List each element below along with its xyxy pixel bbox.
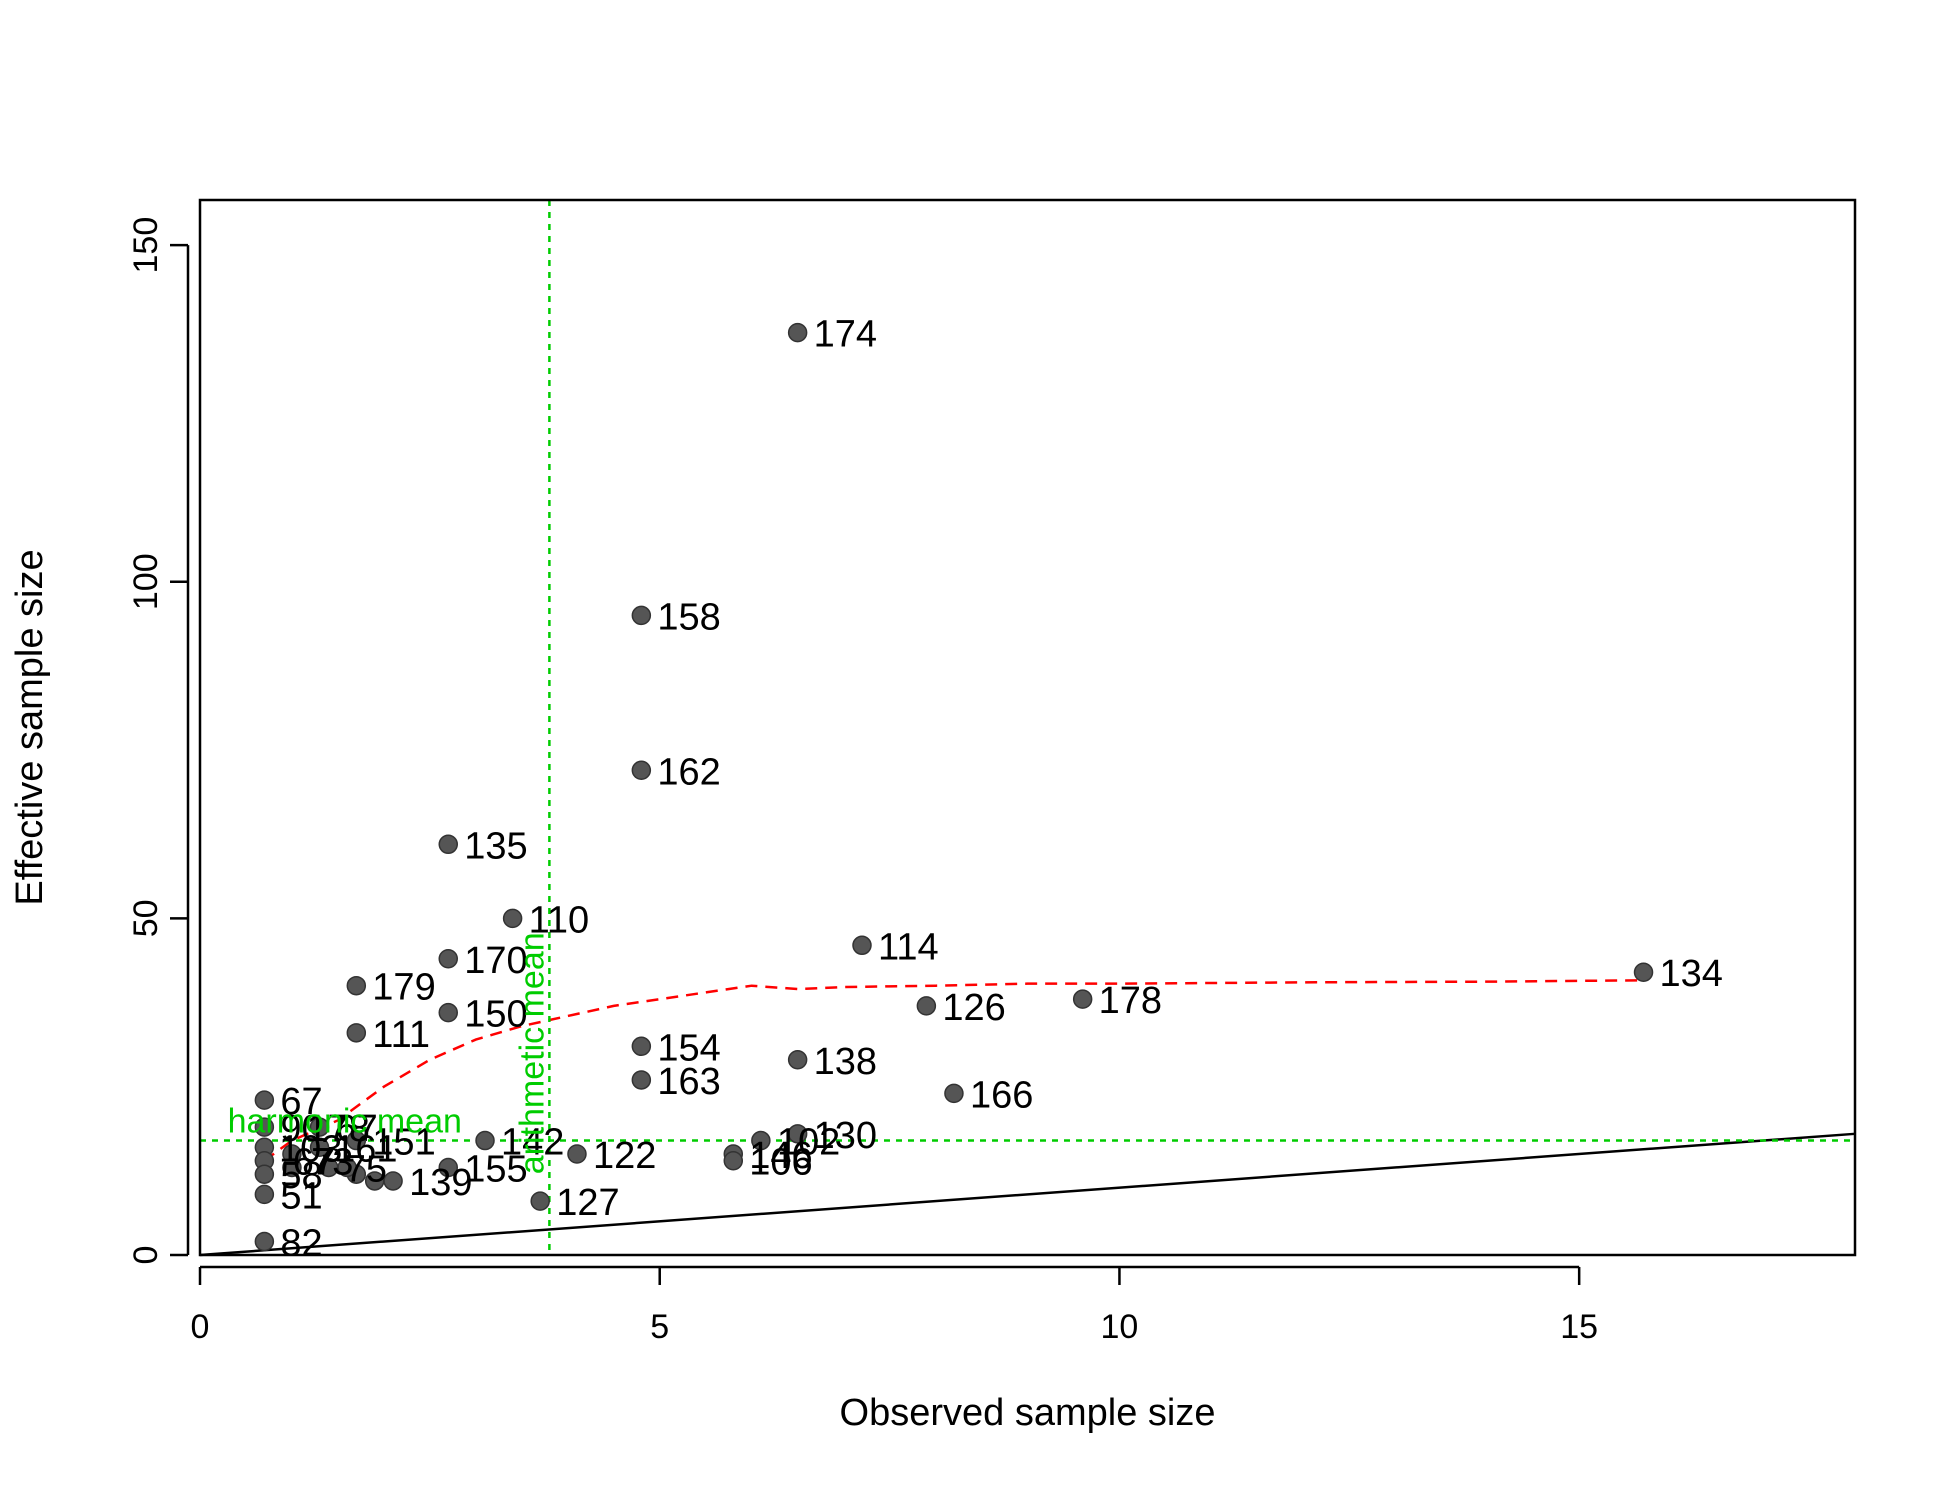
smooth-line bbox=[263, 979, 1644, 1162]
x-tick-label: 0 bbox=[191, 1308, 210, 1346]
scatter-point bbox=[438, 949, 458, 969]
point-label: 67 bbox=[280, 1081, 322, 1123]
point-label: 134 bbox=[1660, 953, 1723, 995]
scatter-point bbox=[916, 996, 937, 1016]
point-label: 138 bbox=[814, 1041, 877, 1083]
point-label: 139 bbox=[409, 1162, 472, 1204]
point-label: 166 bbox=[970, 1074, 1033, 1116]
scatter-point bbox=[309, 1117, 330, 1137]
scatter-point bbox=[309, 1137, 330, 1158]
scatter-point bbox=[438, 1157, 458, 1178]
scatter-point bbox=[852, 935, 872, 956]
scatter-point bbox=[530, 1191, 550, 1211]
point-label: 163 bbox=[657, 1061, 720, 1103]
point-label: 114 bbox=[878, 926, 939, 968]
scatter-point bbox=[723, 1150, 744, 1171]
identity-line bbox=[199, 1132, 1856, 1257]
point-label: 51 bbox=[280, 1175, 322, 1217]
point-label: 150 bbox=[464, 994, 527, 1036]
point-label: 142 bbox=[501, 1122, 564, 1164]
point-label: 130 bbox=[814, 1115, 877, 1157]
scatter-point bbox=[346, 1130, 367, 1151]
point-label: 102 bbox=[777, 1122, 840, 1164]
plot-frame bbox=[198, 198, 1857, 1257]
scatter-point bbox=[475, 1130, 495, 1151]
harmonic-mean-label: harmonic mean bbox=[228, 1103, 462, 1141]
point-label: 162 bbox=[657, 751, 720, 793]
point-label: 178 bbox=[1099, 980, 1162, 1022]
point-label: 58 bbox=[280, 1155, 322, 1197]
scatter-point bbox=[787, 1124, 808, 1144]
point-label: 174 bbox=[814, 314, 877, 356]
scatter-point bbox=[751, 1130, 771, 1151]
point-label: 111 bbox=[372, 1014, 430, 1056]
y-axis-title: Effective sample size bbox=[9, 549, 51, 905]
scatter-point bbox=[631, 605, 652, 626]
scatter-point bbox=[254, 1184, 275, 1205]
scatter-point bbox=[631, 1070, 652, 1090]
scatter-point bbox=[631, 1036, 652, 1057]
point-label: 106 bbox=[749, 1142, 812, 1184]
point-label: 146 bbox=[749, 1135, 812, 1177]
scatter-point bbox=[787, 322, 808, 343]
point-label: 75 bbox=[345, 1148, 387, 1190]
scatter-point bbox=[631, 760, 652, 781]
y-tick-label: 100 bbox=[127, 553, 165, 610]
y-tick-label: 150 bbox=[127, 217, 165, 274]
point-label: 103 bbox=[279, 1128, 342, 1170]
point-label: 126 bbox=[942, 987, 1005, 1029]
scatter-point bbox=[346, 975, 367, 996]
point-label: 151 bbox=[372, 1122, 435, 1164]
scatter-point bbox=[1072, 989, 1093, 1009]
point-label: 122 bbox=[593, 1135, 656, 1177]
scatter-point bbox=[1633, 962, 1654, 982]
scatter-point bbox=[254, 1090, 275, 1110]
point-label: 73 bbox=[311, 1142, 353, 1184]
point-label: 178 bbox=[307, 1108, 370, 1150]
point-label: 127 bbox=[556, 1182, 619, 1224]
scatter-point bbox=[254, 1164, 275, 1184]
arithmetic-mean-label: arithmetic mean bbox=[513, 932, 551, 1174]
scatter-point bbox=[438, 1002, 458, 1023]
point-label: 179 bbox=[372, 967, 435, 1009]
point-label: 170 bbox=[464, 940, 527, 982]
x-tick-label: 10 bbox=[1101, 1308, 1139, 1346]
scatter-point bbox=[438, 834, 458, 855]
scatter-point bbox=[567, 1144, 587, 1164]
scatter-point bbox=[282, 1157, 302, 1178]
point-label: 161 bbox=[334, 1128, 397, 1170]
scatter-point bbox=[318, 1157, 339, 1178]
y-tick-label: 50 bbox=[127, 899, 165, 937]
scatter-point bbox=[346, 1023, 367, 1043]
scatter-point bbox=[383, 1171, 403, 1191]
x-axis-title: Observed sample size bbox=[840, 1392, 1216, 1434]
point-label: 82 bbox=[280, 1223, 322, 1265]
scatter-point bbox=[787, 1050, 808, 1070]
x-tick-label: 5 bbox=[650, 1308, 669, 1346]
point-label: 158 bbox=[657, 596, 720, 638]
scatter-point bbox=[254, 1231, 275, 1252]
point-label: 135 bbox=[464, 825, 527, 867]
point-label: 154 bbox=[657, 1027, 720, 1069]
point-label: 67 bbox=[293, 1142, 335, 1184]
point-label: 155 bbox=[464, 1148, 527, 1190]
scatter-point bbox=[254, 1117, 275, 1137]
point-label: 110 bbox=[529, 899, 590, 941]
scatter-point bbox=[502, 908, 523, 929]
x-tick-label: 15 bbox=[1560, 1308, 1598, 1346]
scatter-point bbox=[944, 1083, 964, 1104]
y-tick-label: 0 bbox=[127, 1246, 165, 1265]
